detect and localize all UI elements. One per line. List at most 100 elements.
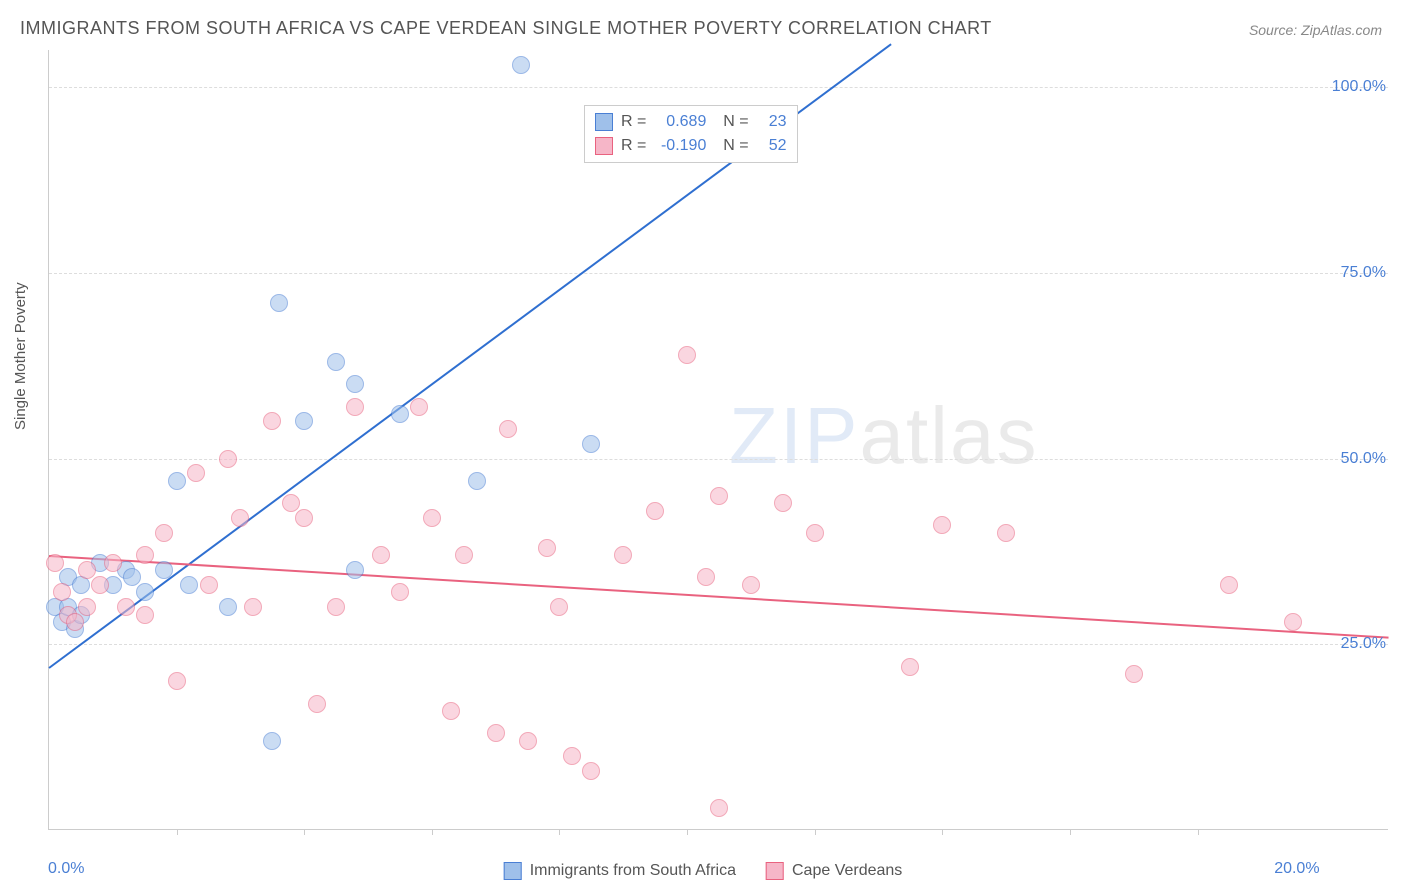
data-point bbox=[1125, 665, 1143, 683]
x-tick bbox=[432, 829, 433, 835]
legend-r-label: R = bbox=[621, 110, 646, 134]
data-point bbox=[742, 576, 760, 594]
y-tick-label: 100.0% bbox=[1332, 78, 1386, 96]
chart-title: IMMIGRANTS FROM SOUTH AFRICA VS CAPE VER… bbox=[20, 18, 992, 39]
data-point bbox=[614, 546, 632, 564]
data-point bbox=[244, 598, 262, 616]
data-point bbox=[710, 799, 728, 817]
data-point bbox=[346, 561, 364, 579]
data-point bbox=[346, 375, 364, 393]
gridline bbox=[49, 87, 1388, 88]
legend-swatch-icon bbox=[595, 137, 613, 155]
data-point bbox=[123, 568, 141, 586]
data-point bbox=[933, 516, 951, 534]
legend-swatch-icon bbox=[766, 862, 784, 880]
legend-n-value: 52 bbox=[757, 134, 787, 158]
data-point bbox=[155, 524, 173, 542]
legend-n-value: 23 bbox=[757, 110, 787, 134]
data-point bbox=[136, 606, 154, 624]
legend-swatch-icon bbox=[504, 862, 522, 880]
plot-area: ZIPatlas R =0.689 N =23R =-0.190 N =52 bbox=[48, 50, 1388, 830]
data-point bbox=[550, 598, 568, 616]
data-point bbox=[308, 695, 326, 713]
data-point bbox=[499, 420, 517, 438]
data-point bbox=[270, 294, 288, 312]
y-tick-label: 50.0% bbox=[1341, 450, 1386, 468]
x-tick-label: 0.0% bbox=[48, 860, 84, 878]
data-point bbox=[168, 672, 186, 690]
data-point bbox=[91, 576, 109, 594]
data-point bbox=[697, 568, 715, 586]
data-point bbox=[46, 554, 64, 572]
data-point bbox=[538, 539, 556, 557]
legend-label: Cape Verdeans bbox=[792, 862, 902, 880]
data-point bbox=[168, 472, 186, 490]
data-point bbox=[487, 724, 505, 742]
data-point bbox=[155, 561, 173, 579]
x-tick-label: 20.0% bbox=[1274, 860, 1319, 878]
data-point bbox=[391, 583, 409, 601]
data-point bbox=[442, 702, 460, 720]
data-point bbox=[187, 464, 205, 482]
x-tick bbox=[815, 829, 816, 835]
data-point bbox=[346, 398, 364, 416]
data-point bbox=[295, 412, 313, 430]
data-point bbox=[327, 598, 345, 616]
data-point bbox=[136, 546, 154, 564]
data-point bbox=[519, 732, 537, 750]
data-point bbox=[806, 524, 824, 542]
x-tick bbox=[177, 829, 178, 835]
x-tick bbox=[559, 829, 560, 835]
y-axis-label: Single Mother Poverty bbox=[12, 282, 29, 430]
gridline bbox=[49, 459, 1388, 460]
y-tick-label: 75.0% bbox=[1341, 264, 1386, 282]
x-tick bbox=[942, 829, 943, 835]
data-point bbox=[78, 598, 96, 616]
watermark-atlas: atlas bbox=[859, 391, 1038, 480]
legend-n-label: N = bbox=[714, 110, 748, 134]
legend-item-south-africa: Immigrants from South Africa bbox=[504, 862, 736, 880]
data-point bbox=[117, 598, 135, 616]
data-point bbox=[455, 546, 473, 564]
data-point bbox=[423, 509, 441, 527]
data-point bbox=[78, 561, 96, 579]
data-point bbox=[710, 487, 728, 505]
gridline bbox=[49, 644, 1388, 645]
data-point bbox=[372, 546, 390, 564]
watermark: ZIPatlas bbox=[729, 390, 1038, 482]
data-point bbox=[104, 554, 122, 572]
x-tick bbox=[304, 829, 305, 835]
legend-r-value: -0.190 bbox=[654, 134, 706, 158]
stats-legend-row: R = -0.190 N = 52 bbox=[595, 134, 787, 158]
gridline bbox=[49, 273, 1388, 274]
data-point bbox=[327, 353, 345, 371]
data-point bbox=[563, 747, 581, 765]
data-point bbox=[582, 762, 600, 780]
data-point bbox=[410, 398, 428, 416]
data-point bbox=[997, 524, 1015, 542]
data-point bbox=[219, 598, 237, 616]
trend-line bbox=[49, 555, 1389, 639]
data-point bbox=[468, 472, 486, 490]
legend-n-label: N = bbox=[714, 134, 748, 158]
data-point bbox=[678, 346, 696, 364]
x-tick bbox=[687, 829, 688, 835]
data-point bbox=[295, 509, 313, 527]
data-point bbox=[136, 583, 154, 601]
legend-item-cape-verdean: Cape Verdeans bbox=[766, 862, 902, 880]
data-point bbox=[282, 494, 300, 512]
data-point bbox=[219, 450, 237, 468]
watermark-zip: ZIP bbox=[729, 391, 859, 480]
legend-r-label: R = bbox=[621, 134, 646, 158]
data-point bbox=[263, 412, 281, 430]
x-tick bbox=[1070, 829, 1071, 835]
data-point bbox=[512, 56, 530, 74]
bottom-legend: Immigrants from South Africa Cape Verdea… bbox=[504, 862, 903, 880]
data-point bbox=[263, 732, 281, 750]
data-point bbox=[180, 576, 198, 594]
x-tick bbox=[1198, 829, 1199, 835]
y-tick-label: 25.0% bbox=[1341, 635, 1386, 653]
data-point bbox=[901, 658, 919, 676]
data-point bbox=[646, 502, 664, 520]
data-point bbox=[391, 405, 409, 423]
